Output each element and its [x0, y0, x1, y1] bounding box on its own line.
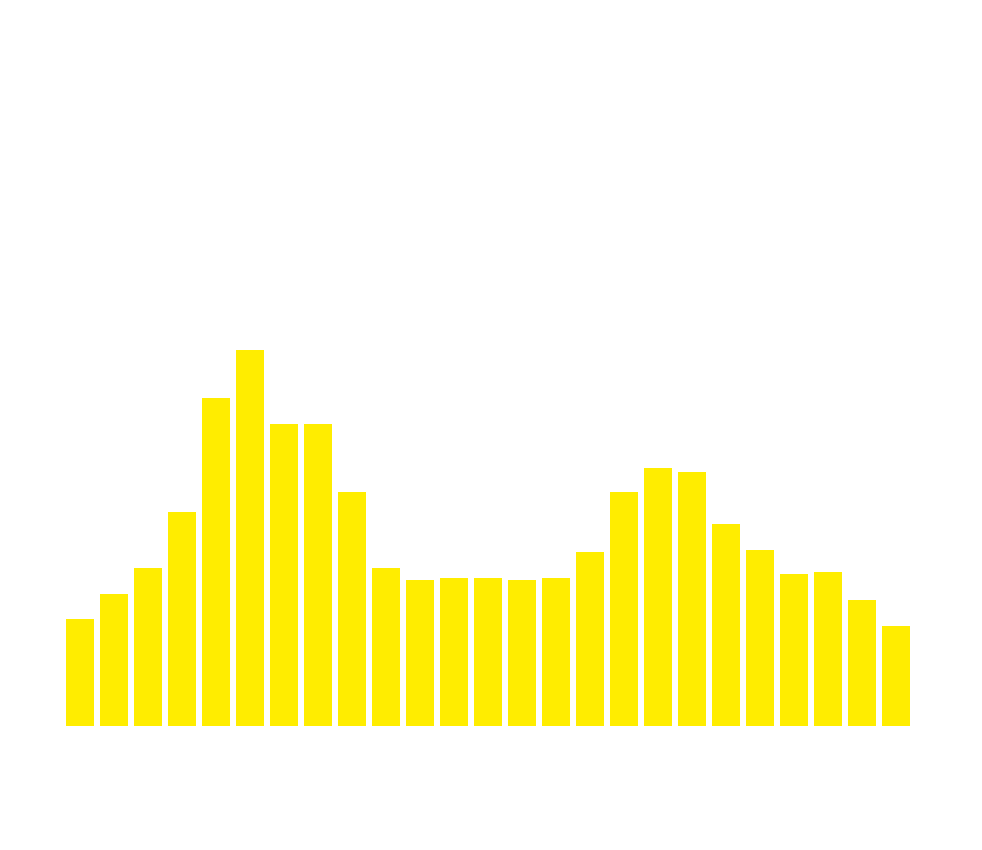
bar-21	[746, 550, 774, 726]
bar-1	[66, 619, 94, 726]
bar-23	[814, 572, 842, 726]
bar-25	[882, 626, 910, 726]
bar-4	[168, 512, 196, 726]
bar-9	[338, 492, 366, 726]
bar-6	[236, 350, 264, 726]
bar-14	[508, 580, 536, 726]
bar-series	[66, 350, 910, 726]
bar-8	[304, 424, 332, 726]
bar-17	[610, 492, 638, 726]
bar-16	[576, 552, 604, 726]
bar-3	[134, 568, 162, 726]
bar-13	[474, 578, 502, 726]
bar-12	[440, 578, 468, 726]
bar-11	[406, 580, 434, 726]
bar-15	[542, 578, 570, 726]
bar-7	[270, 424, 298, 726]
bar-22	[780, 574, 808, 726]
bar-24	[848, 600, 876, 726]
bar-10	[372, 568, 400, 726]
bar-18	[644, 468, 672, 726]
bar-2	[100, 594, 128, 726]
bar-19	[678, 472, 706, 726]
bar-5	[202, 398, 230, 726]
bar-20	[712, 524, 740, 726]
